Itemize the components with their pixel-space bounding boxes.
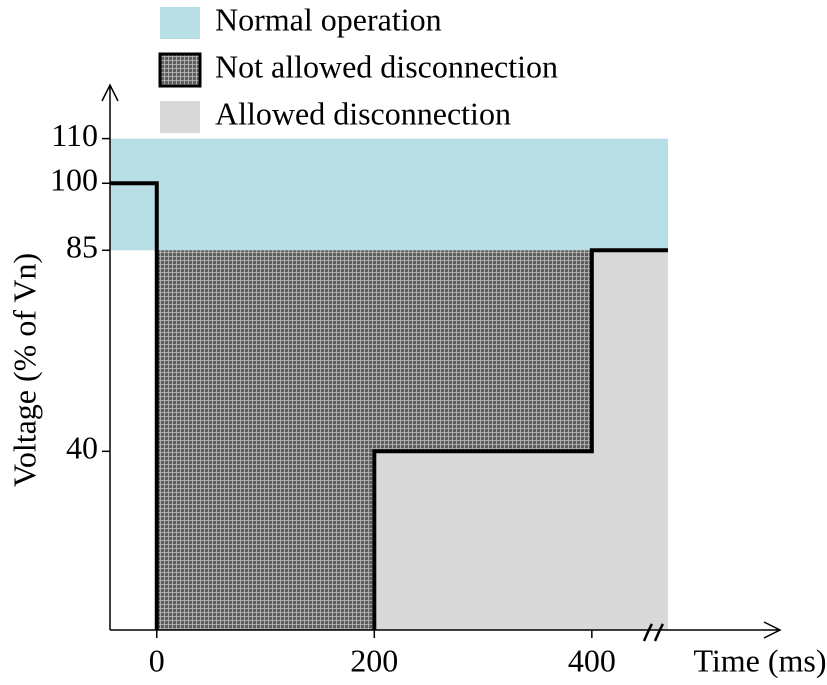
- x-tick-label: 0: [149, 642, 165, 678]
- y-tick-label: 85: [66, 229, 98, 265]
- legend-label: Normal operation: [215, 1, 442, 37]
- step-line: [110, 181, 668, 630]
- x-tick-label: 200: [350, 642, 398, 678]
- legend-swatch: [160, 7, 200, 39]
- legend-label: Not allowed disconnection: [215, 48, 558, 84]
- axes: 0 200 400 40 85 100 110: [50, 83, 782, 678]
- legend-swatch: [158, 52, 202, 88]
- x-axis: [110, 621, 782, 639]
- legend: Normal operation Not allowed disconnectio…: [158, 1, 558, 133]
- x-axis-label: Time (ms): [693, 642, 826, 678]
- y-tick-label: 100: [50, 162, 98, 198]
- legend-label: Allowed disconnection: [215, 95, 511, 131]
- region: [110, 138, 668, 251]
- y-axis-label: Voltage (% of Vn): [6, 253, 42, 487]
- y-tick-label: 110: [51, 117, 98, 153]
- legend-swatch: [160, 101, 200, 133]
- region: [374, 250, 668, 631]
- y-axis: [101, 83, 119, 630]
- y-tick-label: 40: [66, 430, 98, 466]
- x-tick-label: 400: [568, 642, 616, 678]
- plot-area: [110, 138, 668, 631]
- region: [156, 250, 592, 631]
- axis-break: [642, 623, 665, 642]
